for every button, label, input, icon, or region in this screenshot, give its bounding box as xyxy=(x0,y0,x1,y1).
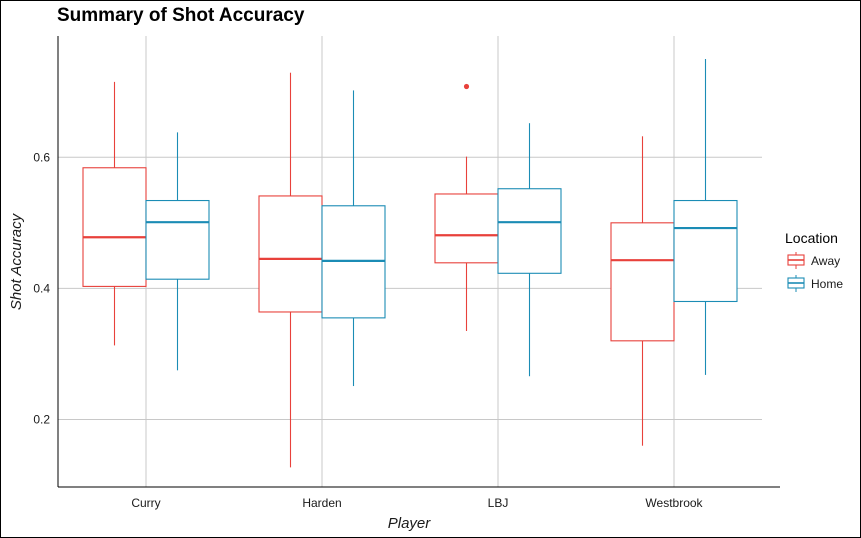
iqr-box xyxy=(82,167,147,287)
legend-items: Away Home xyxy=(787,252,843,292)
y-tick-label: 0.6 xyxy=(33,150,50,164)
x-tick-label: Westbrook xyxy=(645,496,703,510)
box-home-lbj xyxy=(497,123,562,377)
box-away-curry xyxy=(82,81,147,346)
box-home-curry xyxy=(145,132,210,371)
legend-item-away: Away xyxy=(787,252,840,269)
box-home-harden xyxy=(321,90,386,387)
legend-label: Home xyxy=(811,277,843,291)
axes xyxy=(57,36,780,488)
y-tick-labels: 0.2 0.4 0.6 xyxy=(33,150,50,426)
box-home-westbrook xyxy=(673,58,738,375)
box-away-lbj xyxy=(434,83,499,331)
x-tick-label: Curry xyxy=(131,496,160,510)
y-tick-label: 0.4 xyxy=(33,281,50,295)
y-axis-title: Shot Accuracy xyxy=(8,212,25,310)
box-away-westbrook xyxy=(610,136,675,446)
iqr-box xyxy=(610,222,675,342)
legend: Location Away Home xyxy=(785,230,843,292)
iqr-box xyxy=(258,195,323,313)
outlier-point xyxy=(463,83,470,90)
iqr-box xyxy=(673,199,738,303)
iqr-box xyxy=(434,193,499,264)
x-tick-label: LBJ xyxy=(488,496,509,510)
y-tick-label: 0.2 xyxy=(33,412,50,426)
iqr-box xyxy=(145,199,210,280)
iqr-box xyxy=(497,188,562,274)
legend-title: Location xyxy=(785,230,838,246)
x-tick-labels: Curry Harden LBJ Westbrook xyxy=(131,496,703,510)
x-axis-title: Player xyxy=(388,515,432,532)
legend-item-home: Home xyxy=(787,275,843,292)
boxplot-series xyxy=(82,58,738,468)
legend-label: Away xyxy=(811,254,840,268)
box-away-harden xyxy=(258,72,323,468)
x-tick-label: Harden xyxy=(302,496,341,510)
chart-title: Summary of Shot Accuracy xyxy=(57,5,305,26)
